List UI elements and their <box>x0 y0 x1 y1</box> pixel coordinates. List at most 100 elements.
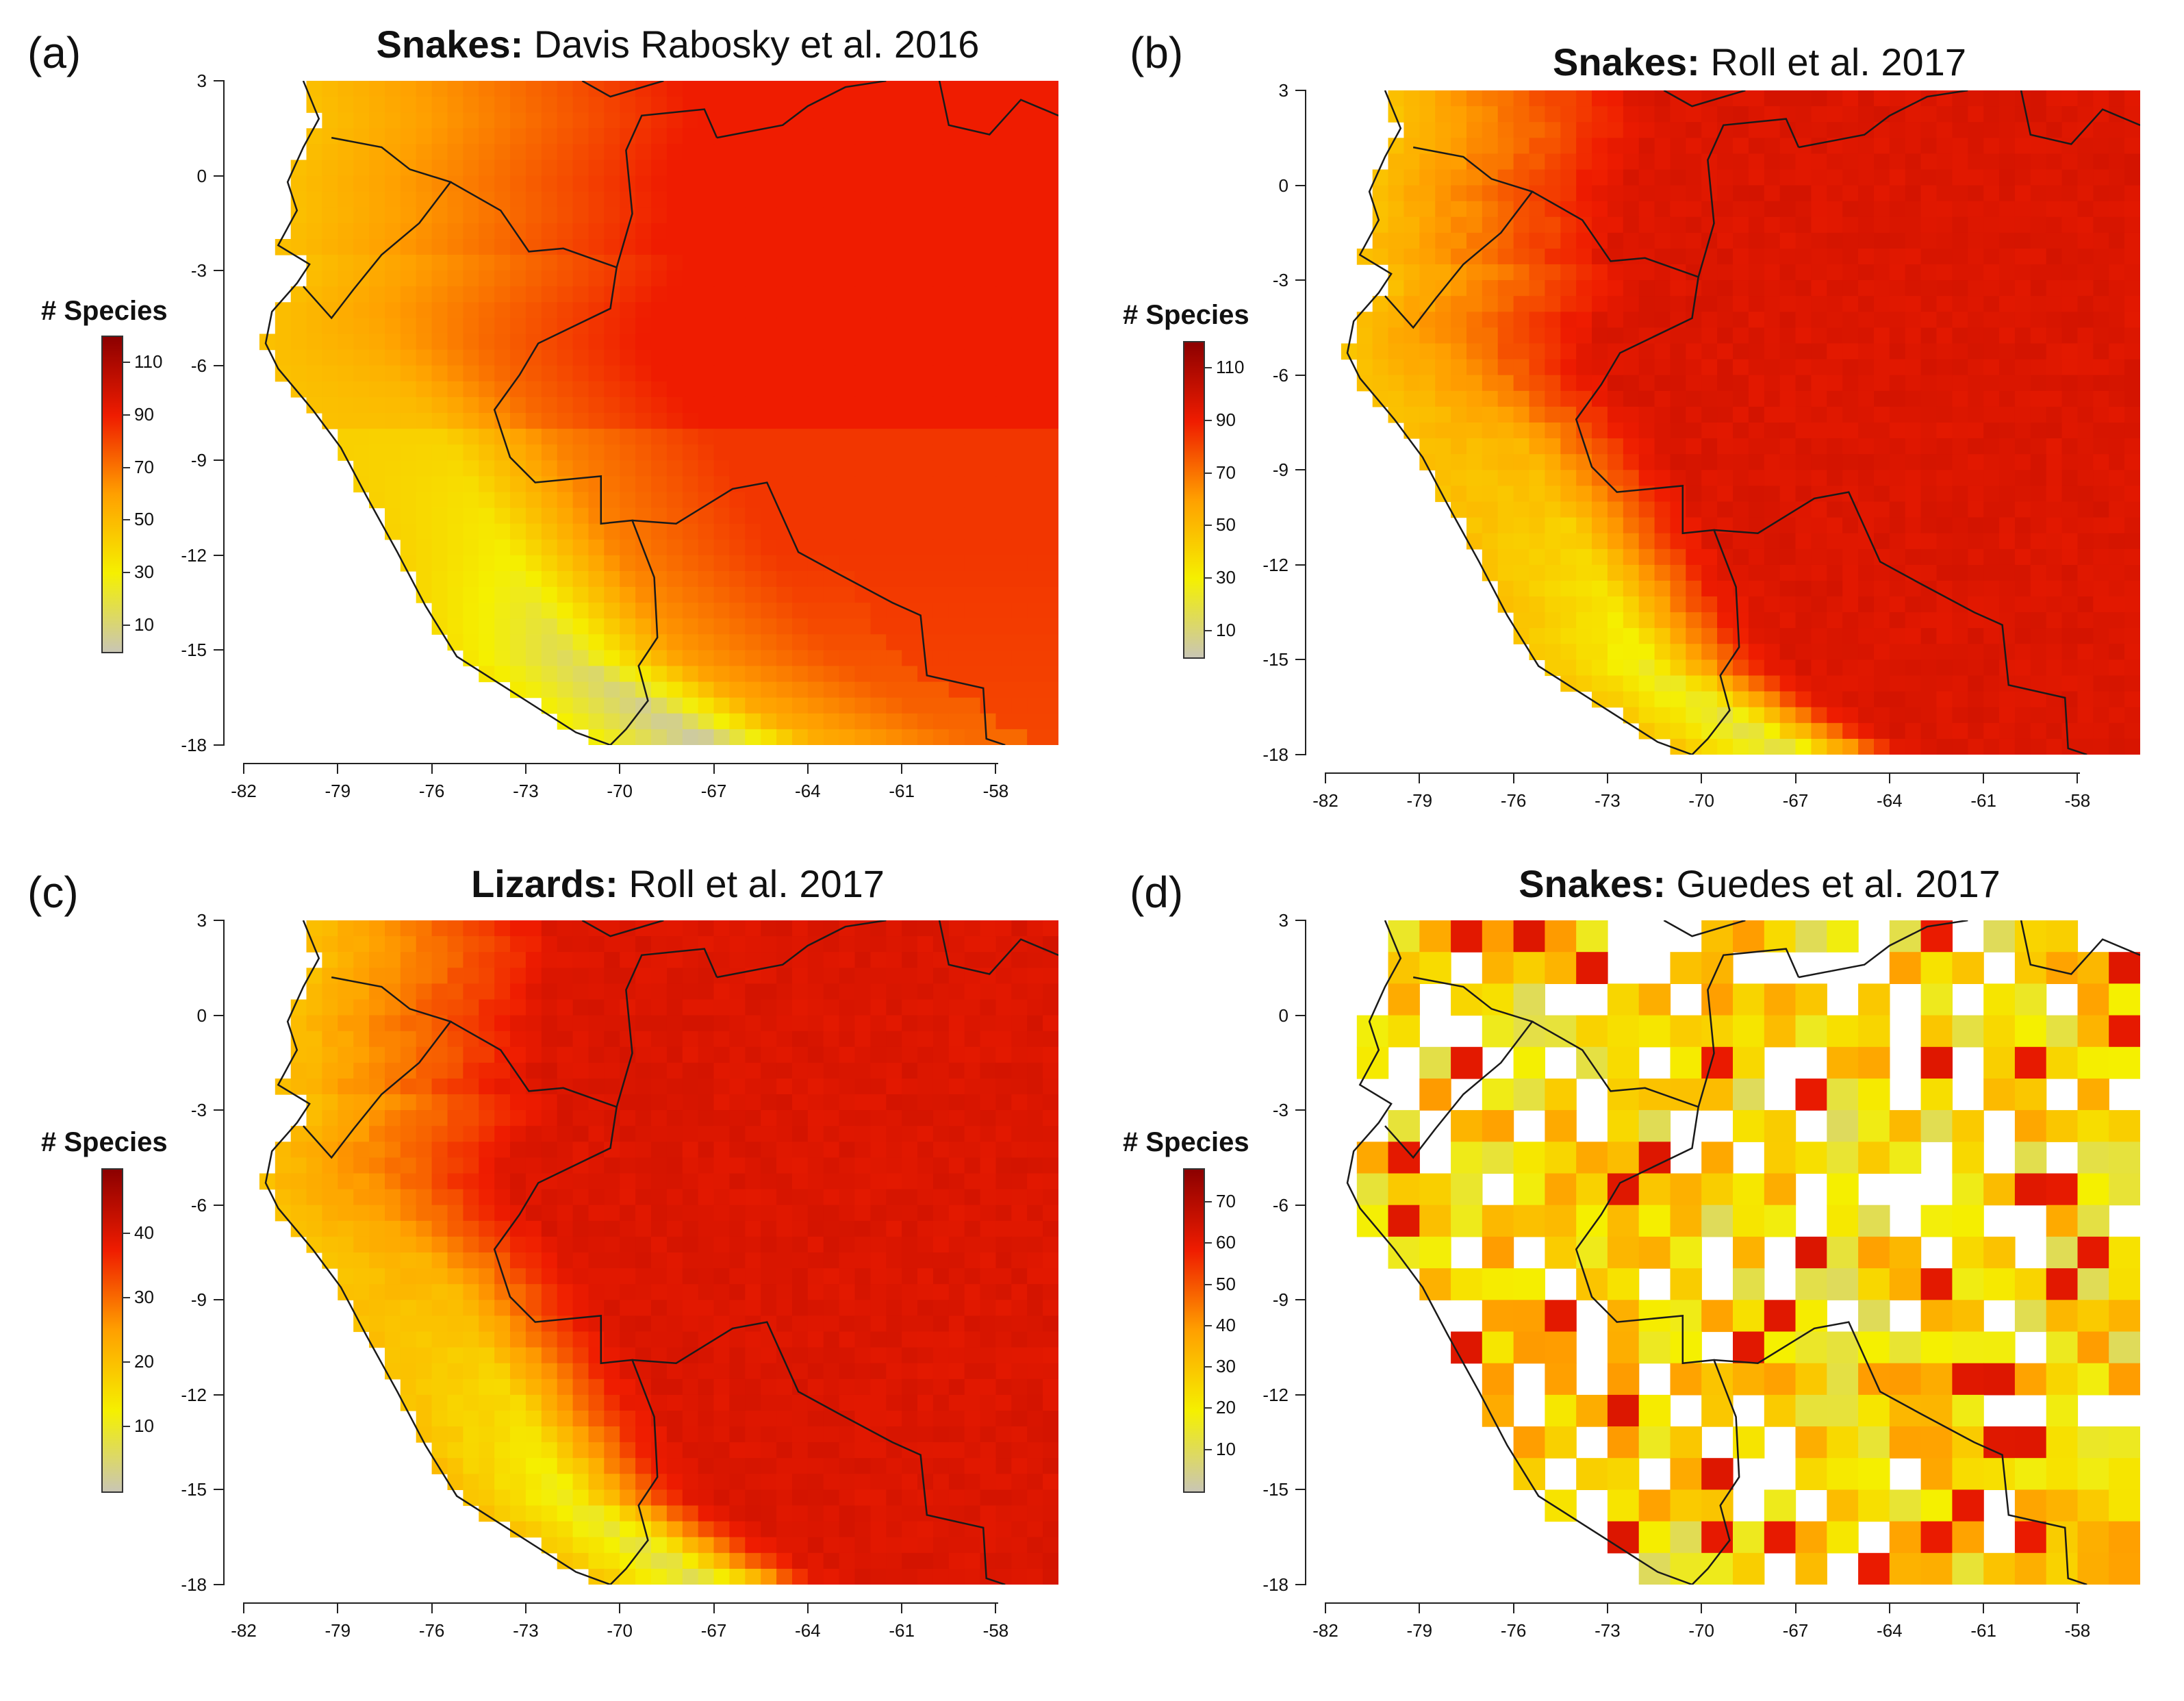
raster-cell <box>776 999 793 1016</box>
raster-cell <box>1764 722 1781 740</box>
raster-cell <box>2046 549 2063 566</box>
raster-cell <box>932 1062 950 1079</box>
raster-cell <box>807 666 824 683</box>
raster-cell <box>431 603 448 619</box>
y-tick-label: -12 <box>181 544 207 566</box>
raster-cell <box>980 175 997 192</box>
raster-cell <box>917 618 934 635</box>
raster-cell <box>1670 343 1686 360</box>
raster-cell <box>2109 691 2125 708</box>
raster-cell <box>713 286 730 303</box>
raster-cell <box>1404 138 1420 154</box>
raster-cell <box>557 223 574 240</box>
raster-cell <box>932 507 950 525</box>
raster-cell <box>1952 612 1968 629</box>
raster-cell <box>1592 596 1608 613</box>
raster-cell <box>995 365 1012 382</box>
raster-cell <box>1607 628 1624 644</box>
raster-cell <box>1983 169 2000 186</box>
raster-cell <box>682 175 699 192</box>
raster-cell <box>494 318 511 335</box>
raster-cell <box>416 1205 433 1222</box>
raster-cell <box>1654 375 1671 392</box>
raster-cell <box>1701 390 1718 407</box>
raster-cell <box>1011 413 1028 429</box>
raster-cell <box>1999 738 2016 755</box>
raster-cell <box>463 1062 479 1079</box>
raster-cell <box>1952 106 1968 123</box>
raster-cell <box>932 413 950 429</box>
raster-cell <box>1968 501 1984 518</box>
raster-cell <box>1419 327 1436 344</box>
raster-cell <box>541 191 558 208</box>
raster-cell <box>839 1142 856 1158</box>
raster-cell <box>682 223 699 240</box>
raster-cell <box>1654 153 1671 171</box>
raster-cell <box>1592 201 1608 218</box>
raster-cell <box>1513 327 1530 344</box>
raster-cell <box>338 333 354 351</box>
raster-cell <box>792 968 809 984</box>
raster-cell <box>948 523 965 540</box>
raster-cell <box>635 634 652 651</box>
raster-cell <box>306 302 322 318</box>
raster-cell <box>807 476 824 493</box>
raster-cell <box>572 920 589 937</box>
raster-cell <box>620 460 636 477</box>
raster-cell <box>682 681 699 698</box>
raster-cell <box>588 1110 605 1126</box>
raster-cell <box>1842 596 1859 613</box>
raster-cell <box>1027 144 1043 161</box>
raster-cell <box>447 1220 464 1237</box>
raster-cell <box>995 97 1012 113</box>
raster-cell <box>666 983 683 1000</box>
raster-cell <box>1827 232 1843 249</box>
raster-cell <box>1419 312 1436 328</box>
raster-cell <box>1545 296 1561 312</box>
raster-cell <box>792 1079 809 1095</box>
raster-cell <box>2061 312 2079 328</box>
raster-cell <box>447 1110 464 1126</box>
raster-cell <box>1905 343 1922 360</box>
y-tick-label: -12 <box>1262 554 1288 575</box>
raster-cell <box>792 97 809 113</box>
raster-cell <box>1842 312 1859 328</box>
raster-cell <box>870 936 887 953</box>
raster-cell <box>1686 628 1702 644</box>
raster-cell <box>1686 375 1702 392</box>
raster-cell <box>1607 232 1624 249</box>
raster-cell <box>2030 138 2047 154</box>
raster-cell <box>902 302 918 318</box>
raster-cell <box>2093 249 2109 265</box>
raster-cell <box>964 1126 981 1142</box>
raster-cell <box>870 1189 887 1206</box>
raster-cell <box>698 239 715 255</box>
raster-cell <box>2061 185 2079 202</box>
raster-cell <box>1701 612 1718 629</box>
raster-cell <box>1388 201 1404 218</box>
raster-cell <box>761 365 777 382</box>
raster-cell <box>1027 270 1043 287</box>
raster-cell <box>1027 729 1043 745</box>
raster-cell <box>948 999 965 1016</box>
raster-cell <box>416 1110 433 1126</box>
raster-cell <box>948 555 965 572</box>
legend-tick-label: 70 <box>134 456 154 477</box>
raster-cell <box>1920 564 1938 581</box>
raster-cell <box>886 1252 902 1269</box>
raster-cell <box>338 191 354 208</box>
raster-cell <box>463 1110 479 1126</box>
raster-cell <box>1043 1252 1058 1269</box>
raster-cell <box>588 460 605 477</box>
raster-cell <box>541 523 558 540</box>
raster-cell <box>995 1205 1012 1222</box>
raster-cell <box>1842 438 1859 455</box>
raster-cell <box>1764 296 1781 312</box>
raster-cell <box>980 270 997 287</box>
raster-cell <box>525 618 542 635</box>
raster-cell <box>604 729 620 745</box>
raster-cell <box>980 618 997 635</box>
raster-cell <box>948 1252 965 1269</box>
raster-cell <box>1968 406 1984 423</box>
raster-cell <box>917 396 934 414</box>
